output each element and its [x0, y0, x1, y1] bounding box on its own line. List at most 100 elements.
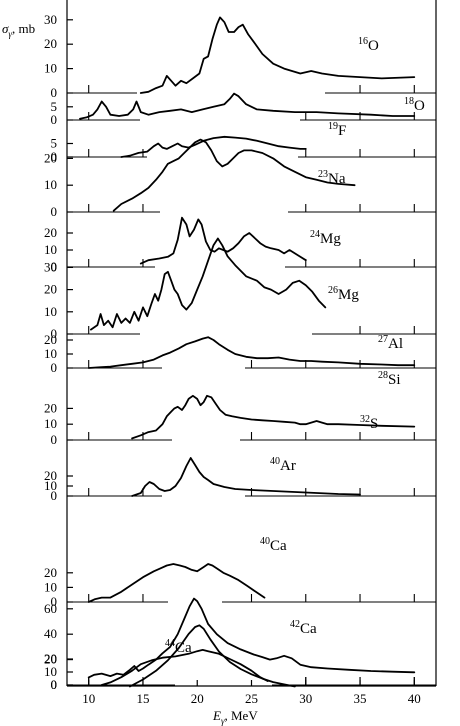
y-tick-label-40ca-40: 40 [44, 626, 57, 641]
label-element-42ca: Ca [300, 621, 317, 637]
label-element-19f: F [338, 123, 346, 139]
y-tick-label-40ca-20: 20 [44, 652, 57, 667]
ticks: 0102030050501020010200102030010200102001… [44, 12, 421, 706]
y-tick-label-16o-10: 10 [44, 61, 57, 76]
y-tick-label-28si-0: 0 [51, 432, 58, 447]
curve-16o [139, 16, 416, 94]
label-element-26mg: Mg [338, 287, 359, 303]
label-mass-24mg: 24 [310, 229, 320, 240]
y-tick-label-40ar-0: 0 [51, 594, 58, 609]
y-tick-label-44ca-0: 0 [51, 677, 58, 692]
label-16o: 16O [358, 36, 379, 54]
label-24mg: 24Mg [310, 229, 341, 247]
label-mass-23na: 23 [318, 169, 328, 180]
label-40ar: 40Ar [270, 456, 296, 474]
label-23na: 23Na [318, 169, 346, 187]
label-42ca: 42Ca [290, 619, 317, 637]
y-tick-label-26mg-10: 10 [44, 304, 57, 319]
x-tick-label-20: 20 [191, 691, 204, 706]
y-tick-label-19f-5: 5 [51, 136, 58, 151]
y-tick-label-16o-0: 0 [51, 85, 58, 100]
label-element-16o: O [368, 38, 379, 54]
curve-28si [131, 394, 416, 440]
label-element-27al: Al [388, 336, 403, 352]
y-tick-label-26mg-20: 20 [44, 282, 57, 297]
y-tick-label-40ca-60: 60 [44, 601, 57, 616]
x-tick-label-40: 40 [408, 691, 421, 706]
label-element-24mg: Mg [320, 231, 341, 247]
label-mass-40ca: 40 [260, 536, 270, 547]
nucleus-labels: 16O18O19F23Na24Mg26Mg27Al28Si32S40Ar40Ca… [165, 36, 425, 656]
label-mass-16o: 16 [358, 36, 368, 47]
x-tick-label-25: 25 [245, 691, 258, 706]
label-mass-44ca: 44 [165, 638, 175, 649]
label-44ca: 44Ca [165, 638, 192, 656]
y-tick-label-28si-10: 10 [44, 416, 57, 431]
label-27al: 27Al [378, 334, 403, 352]
x-tick-label-35: 35 [354, 691, 367, 706]
label-element-44ca: Ca [175, 640, 192, 656]
label-element-32s: S [370, 416, 378, 432]
y-tick-label-26mg-0: 0 [51, 326, 58, 341]
label-mass-40ar: 40 [270, 456, 280, 467]
y-tick-label-23na-0: 0 [51, 204, 58, 219]
label-mass-18o: 18 [404, 96, 414, 107]
label-28si: 28Si [378, 370, 401, 388]
curve-32s [131, 457, 361, 497]
label-element-28si: Si [388, 372, 401, 388]
curve-40ar [87, 563, 266, 603]
y-tick-label-18o-5: 5 [51, 99, 58, 114]
curve-18o [79, 92, 416, 120]
y-tick-label-24mg-20: 20 [44, 225, 57, 240]
y-tick-label-24mg-10: 10 [44, 242, 57, 257]
label-element-18o: O [414, 98, 425, 114]
y-tick-label-24mg-0: 0 [51, 259, 58, 274]
y-tick-label-23na-10: 10 [44, 177, 57, 192]
y-tick-label-32s-0: 0 [51, 488, 58, 503]
label-mass-19f: 19 [328, 121, 338, 132]
curve-23na [112, 138, 356, 212]
y-tick-label-40ar-10: 10 [44, 579, 57, 594]
curve-26mg [90, 237, 327, 331]
label-26mg: 26Mg [328, 285, 359, 303]
y-tick-label-40ar-20: 20 [44, 565, 57, 580]
x-tick-label-10: 10 [82, 691, 95, 706]
y-tick-label-23na-20: 20 [44, 150, 57, 165]
y-tick-label-19f-0: 0 [51, 149, 58, 164]
y-tick-label-16o-30: 30 [44, 12, 57, 27]
baselines [67, 85, 436, 686]
curve-24mg [139, 216, 307, 265]
curve-40ca [87, 597, 416, 679]
y-tick-label-27al-0: 0 [51, 360, 58, 375]
y-tick-label-44ca-10: 10 [44, 664, 57, 679]
label-18o: 18O [404, 96, 425, 114]
y-tick-label-40ca-0: 0 [51, 677, 58, 692]
y-tick-label-26mg-30: 30 [44, 259, 57, 274]
label-mass-32s: 32 [360, 414, 370, 425]
y-tick-label-27al-20: 20 [44, 332, 57, 347]
curves [79, 16, 416, 688]
y-tick-label-32s-20: 20 [44, 468, 57, 483]
label-element-40ar: Ar [280, 458, 296, 474]
y-tick-label-16o-20: 20 [44, 36, 57, 51]
curve-44ca [100, 649, 269, 686]
curve-27al [87, 336, 416, 369]
y-axis-label: σγ, mb [2, 21, 35, 39]
label-element-23na: Na [328, 171, 346, 187]
y-tick-label-44ca-20: 20 [44, 651, 57, 666]
x-tick-label-15: 15 [136, 691, 149, 706]
label-element-40ca: Ca [270, 538, 287, 554]
y-tick-label-32s-10: 10 [44, 478, 57, 493]
x-tick-label-30: 30 [299, 691, 312, 706]
label-19f: 19F [328, 121, 346, 139]
curve-42ca [129, 624, 296, 688]
label-mass-27al: 27 [378, 334, 388, 345]
label-mass-28si: 28 [378, 370, 388, 381]
y-tick-label-18o-0: 0 [51, 112, 58, 127]
label-mass-42ca: 42 [290, 619, 300, 630]
x-axis-label: Eγ, MeV [212, 708, 258, 726]
label-40ca: 40Ca [260, 536, 287, 554]
label-mass-26mg: 26 [328, 285, 338, 296]
y-tick-label-27al-10: 10 [44, 346, 57, 361]
